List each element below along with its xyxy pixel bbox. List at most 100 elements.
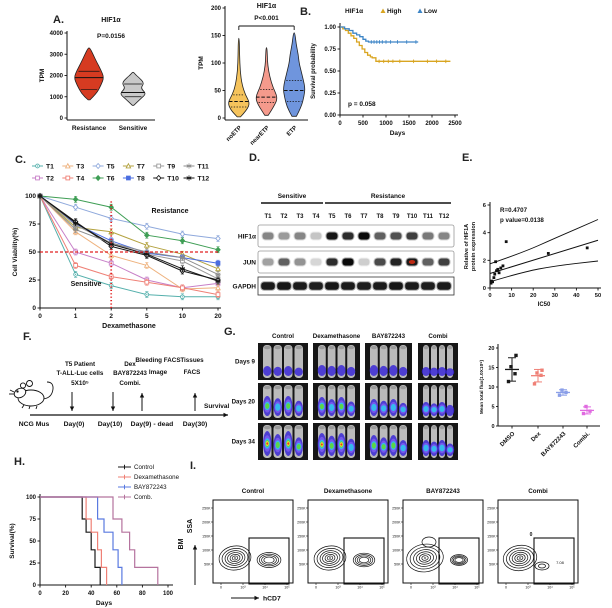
svg-text:5X10⁵: 5X10⁵: [71, 380, 89, 387]
svg-text:Sensitive: Sensitive: [119, 125, 148, 132]
svg-text:0.50: 0.50: [324, 69, 336, 75]
svg-text:Dexamethasone: Dexamethasone: [324, 488, 373, 495]
svg-text:0: 0: [488, 293, 491, 299]
svg-text:T11: T11: [423, 214, 434, 220]
svg-text:T10: T10: [167, 176, 179, 183]
svg-text:0: 0: [38, 313, 42, 320]
svg-text:10³: 10³: [525, 586, 531, 590]
svg-text:P=0.0156: P=0.0156: [97, 33, 125, 40]
svg-text:T6: T6: [344, 214, 352, 220]
svg-text:protein expression: protein expression: [471, 221, 477, 271]
svg-text:0: 0: [220, 586, 222, 590]
svg-text:Survival: Survival: [204, 403, 229, 410]
svg-text:150K: 150K: [487, 534, 496, 538]
svg-text:250K: 250K: [487, 506, 496, 510]
panel-f-label: F.: [23, 331, 32, 343]
svg-text:10⁵: 10⁵: [284, 586, 290, 590]
svg-text:50K: 50K: [204, 562, 211, 566]
svg-text:ETP: ETP: [286, 125, 298, 137]
svg-text:T7: T7: [360, 214, 368, 220]
svg-text:T12: T12: [198, 176, 210, 183]
svg-text:DMSO: DMSO: [499, 431, 516, 448]
svg-text:NCG Mus: NCG Mus: [19, 421, 50, 428]
svg-text:HIF1α: HIF1α: [345, 8, 363, 15]
svg-text:BAY872243: BAY872243: [113, 370, 147, 377]
svg-text:100: 100: [211, 61, 222, 67]
svg-text:Combi: Combi: [428, 333, 448, 340]
svg-text:Days: Days: [390, 130, 406, 137]
svg-text:60: 60: [113, 591, 120, 597]
svg-text:0: 0: [483, 286, 486, 292]
svg-text:0: 0: [530, 532, 533, 538]
svg-text:Bleeding FACS: Bleeding FACS: [135, 357, 180, 364]
svg-text:Tissues: Tissues: [180, 357, 204, 364]
svg-text:Control: Control: [272, 333, 294, 340]
svg-text:Mean total flux(1.0X10⁹): Mean total flux(1.0X10⁹): [479, 359, 485, 414]
svg-text:Control: Control: [134, 464, 154, 471]
svg-text:Comb.: Comb.: [134, 494, 153, 501]
svg-text:10⁴: 10⁴: [452, 586, 458, 590]
svg-text:100: 100: [25, 193, 36, 200]
svg-text:T4: T4: [76, 176, 84, 183]
svg-text:10: 10: [508, 293, 514, 299]
panel-h-survival-chart: Control Dexamethasone BAY872243 Comb. 0 20 40 6…: [9, 464, 180, 607]
svg-text:0: 0: [491, 424, 494, 430]
svg-text:Control: Control: [242, 488, 265, 495]
svg-text:Resistance: Resistance: [72, 125, 107, 132]
svg-text:T2: T2: [280, 214, 288, 220]
svg-text:50K: 50K: [394, 562, 401, 566]
svg-text:80: 80: [139, 591, 146, 597]
svg-text:FACS: FACS: [184, 369, 201, 376]
svg-text:1500: 1500: [402, 121, 416, 127]
svg-text:T8: T8: [376, 214, 384, 220]
svg-text:100K: 100K: [202, 548, 211, 552]
svg-text:TPM: TPM: [39, 69, 46, 83]
svg-text:1.00: 1.00: [324, 25, 336, 31]
svg-text:10⁴: 10⁴: [262, 586, 268, 590]
svg-text:200: 200: [211, 6, 222, 12]
svg-text:T9: T9: [392, 214, 400, 220]
svg-text:0: 0: [33, 583, 37, 589]
svg-text:20: 20: [530, 293, 536, 299]
svg-text:TPM: TPM: [198, 56, 205, 70]
svg-text:100K: 100K: [487, 548, 496, 552]
svg-text:0: 0: [60, 116, 64, 122]
svg-text:Dexamethasone: Dexamethasone: [102, 323, 156, 330]
svg-text:Day(10): Day(10): [98, 421, 123, 428]
svg-text:BAY872243: BAY872243: [426, 488, 460, 495]
svg-text:T5: T5: [328, 214, 336, 220]
svg-text:100: 100: [163, 591, 174, 597]
svg-text:50: 50: [29, 539, 36, 545]
svg-text:0: 0: [38, 591, 42, 597]
svg-text:0.25: 0.25: [324, 91, 336, 97]
svg-text:Dexamethasone: Dexamethasone: [134, 474, 180, 481]
svg-text:0.00: 0.00: [324, 113, 336, 119]
svg-text:HIF1α: HIF1α: [238, 234, 256, 241]
svg-text:Resistance: Resistance: [152, 208, 189, 215]
svg-text:0: 0: [410, 586, 412, 590]
svg-text:T2: T2: [46, 176, 54, 183]
svg-text:Days 9: Days 9: [235, 359, 256, 366]
svg-text:150K: 150K: [392, 534, 401, 538]
svg-text:10³: 10³: [240, 586, 246, 590]
svg-text:0: 0: [505, 586, 507, 590]
svg-text:500: 500: [358, 121, 369, 127]
svg-text:0: 0: [32, 305, 36, 312]
svg-text:Combi: Combi: [528, 488, 548, 495]
panel-g-label: G.: [224, 326, 236, 338]
svg-text:4000: 4000: [50, 31, 64, 37]
svg-text:200K: 200K: [202, 520, 211, 524]
svg-text:Relative of HIF1A: Relative of HIF1A: [464, 224, 470, 269]
svg-text:50: 50: [214, 89, 221, 95]
svg-text:Day(9) - dead: Day(9) - dead: [131, 421, 174, 428]
svg-text:10³: 10³: [430, 586, 436, 590]
panel-a-violin-etp-chart: 0 50 100 150 200 TPM HIF1α P<0.001 noETP nearETP E…: [198, 3, 308, 147]
panel-e-correlation-chart: 0 10 20 30 40 50 0 2 4 6 IC50 Relative of HIF1A prot…: [464, 202, 601, 308]
svg-text:Survival(%): Survival(%): [9, 523, 16, 558]
svg-text:150: 150: [211, 34, 222, 40]
svg-text:100K: 100K: [297, 548, 306, 552]
svg-text:T5 Patient: T5 Patient: [65, 361, 96, 368]
